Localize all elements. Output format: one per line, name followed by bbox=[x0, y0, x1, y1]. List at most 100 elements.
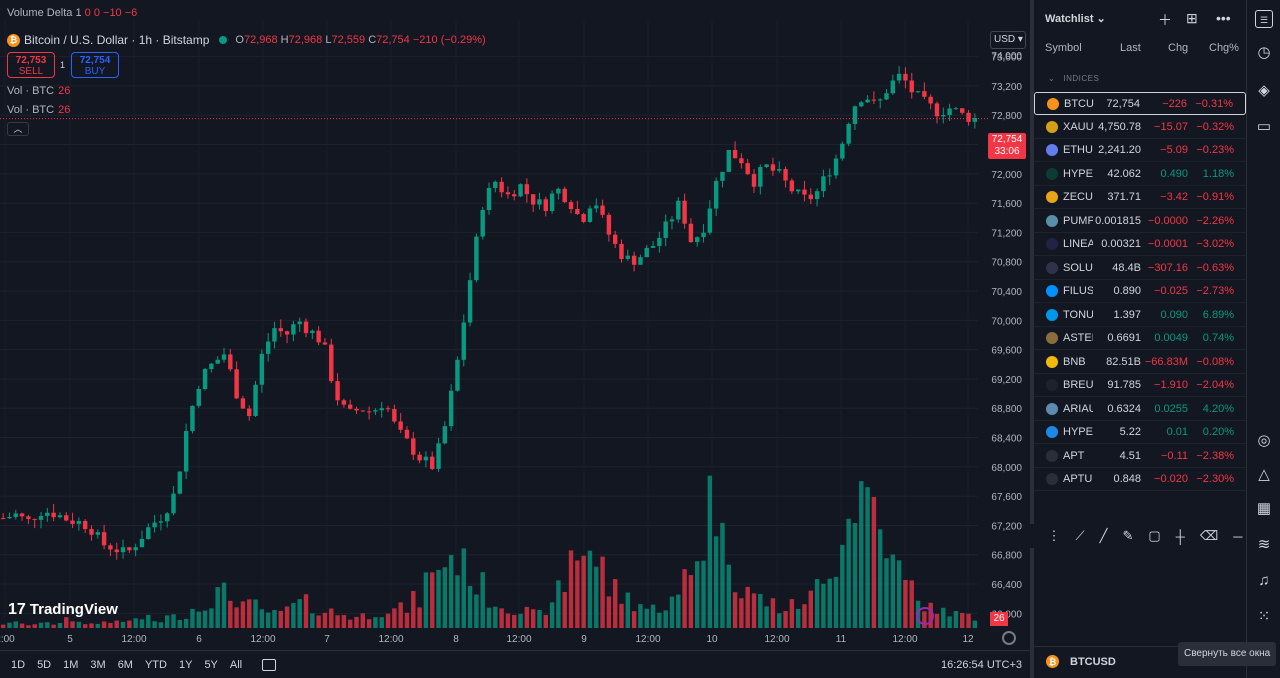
watchlist-row[interactable]: LINEAUSD 0.00321 −0.0001 −3.02% bbox=[1034, 233, 1246, 256]
candle-body bbox=[265, 341, 271, 354]
watchlist-row[interactable]: SOLUSD 48.4B −307.16 −0.63% bbox=[1034, 257, 1246, 280]
brush-icon[interactable]: ✎ bbox=[1122, 528, 1134, 543]
column-chg-pct[interactable]: Chg% bbox=[1209, 42, 1239, 54]
candle-body bbox=[278, 328, 283, 332]
watchlist-row[interactable]: XAUUSD 4,750.78 −15.07 −0.32% bbox=[1034, 116, 1246, 139]
watchlist-row[interactable]: BREUSD 91.785 −1.910 −2.04% bbox=[1034, 374, 1246, 397]
range-1m-button[interactable]: 1M bbox=[63, 658, 79, 671]
volume-legend-1[interactable]: Vol · BTC 26 bbox=[7, 85, 70, 97]
rectangle-icon[interactable]: ▢ bbox=[1148, 528, 1161, 543]
eraser-icon[interactable]: ⌫ bbox=[1199, 528, 1219, 543]
range-1d-button[interactable]: 1D bbox=[11, 658, 26, 671]
crosshair-icon[interactable]: ┼ bbox=[1175, 528, 1185, 544]
range-3m-button[interactable]: 3M bbox=[90, 658, 106, 671]
watchlist-row[interactable]: BTCUSD 72,754 −226 −0.31% bbox=[1034, 92, 1246, 115]
symbol-logo-icon bbox=[1046, 449, 1058, 462]
row-last: 1.397 bbox=[1113, 308, 1141, 321]
volume-bar bbox=[890, 554, 896, 628]
candle-body bbox=[638, 257, 643, 265]
range-5y-button[interactable]: 5Y bbox=[204, 658, 218, 671]
replay-icon[interactable] bbox=[916, 607, 934, 625]
price-axis-label: 71,600 bbox=[991, 199, 1022, 210]
bell-icon[interactable]: ♫ bbox=[1258, 572, 1270, 589]
alerts-clock-icon[interactable]: ◷ bbox=[1257, 44, 1271, 61]
sell-button[interactable]: 72,753 SELL bbox=[7, 52, 55, 78]
range-5d-button[interactable]: 5D bbox=[37, 658, 52, 671]
tradingview-logo[interactable]: 17 TradingView bbox=[8, 601, 118, 619]
candle-body bbox=[846, 123, 851, 144]
symbol-name[interactable]: Bitcoin / U.S. Dollar · 1h · Bitstamp bbox=[24, 33, 210, 47]
watchlist-icon[interactable]: ☰ bbox=[1255, 10, 1273, 28]
ray-icon[interactable]: ╱ bbox=[1099, 528, 1108, 543]
watchlist-row[interactable]: ARIAUSD 0.6324 0.0255 4.20% bbox=[1034, 398, 1246, 421]
apps-grid-icon[interactable]: ⁙ bbox=[1257, 608, 1271, 625]
watchlist-row[interactable]: APTUSD 0.848 −0.020 −2.30% bbox=[1034, 468, 1246, 491]
row-change: 0.0049 bbox=[1154, 332, 1188, 344]
watchlist-row[interactable]: ASTERUSD 0.6691 0.0049 0.74% bbox=[1034, 327, 1246, 350]
watchlist-row[interactable]: ETHUSD 2,241.20 −5.09 −0.23% bbox=[1034, 139, 1246, 162]
volume-bar bbox=[272, 610, 277, 628]
layers-icon[interactable]: ◈ bbox=[1258, 82, 1270, 99]
volume-legend-2[interactable]: Vol · BTC 26 bbox=[7, 104, 70, 116]
watchlist-title[interactable]: Watchlist ⌄ bbox=[1045, 13, 1106, 25]
watchlist-row[interactable]: FILUSD 0.890 −0.025 −2.73% bbox=[1034, 280, 1246, 303]
horizontal-line-icon[interactable]: ─ bbox=[1233, 528, 1243, 544]
indicator-title[interactable]: Volume Delta 1 0 0 −10 −6 bbox=[7, 7, 137, 19]
more-icon[interactable]: ••• bbox=[1216, 10, 1231, 26]
broadcast-icon[interactable]: ≋ bbox=[1257, 536, 1271, 553]
volume-bar bbox=[568, 550, 574, 628]
watchlist-row[interactable]: HYPEUSD 42.062 0.490 1.18% bbox=[1034, 163, 1246, 186]
chart-pane[interactable]: 73,60073,20072,80072,40072,00071,60071,2… bbox=[0, 0, 1030, 678]
clock[interactable]: 16:26:54 UTC+3 bbox=[940, 659, 1022, 671]
trend-line-icon[interactable]: ⟋ bbox=[1075, 528, 1085, 543]
volume-bar bbox=[284, 606, 290, 628]
volume-bar bbox=[852, 523, 858, 628]
volume-bar bbox=[770, 598, 776, 628]
watchlist-row[interactable]: BNB 82.51B −66.83M −0.08% bbox=[1034, 351, 1246, 374]
watchlist-row[interactable]: TONUSD 1.397 0.090 6.89% bbox=[1034, 304, 1246, 327]
range-6m-button[interactable]: 6M bbox=[117, 658, 133, 671]
screener-icon[interactable]: ◎ bbox=[1257, 432, 1271, 449]
watchlist-row[interactable]: PUMPUSD0.001815 −0.0000 −2.26% bbox=[1034, 210, 1246, 233]
column-symbol[interactable]: Symbol bbox=[1045, 42, 1082, 54]
watchlist-footer[interactable]: ₿ BTCUSD bbox=[1034, 646, 1246, 678]
panel-divider[interactable] bbox=[1030, 0, 1034, 678]
watchlist-group[interactable]: ⌄ INDICES bbox=[1048, 74, 1100, 83]
gear-icon[interactable] bbox=[1002, 631, 1016, 645]
chat-icon[interactable]: ▭ bbox=[1256, 118, 1272, 135]
collapse-legend-button[interactable]: ︿ bbox=[7, 122, 29, 136]
watchlist-row[interactable]: ZECUSD 371.71 −3.42 −0.91% bbox=[1034, 186, 1246, 209]
volume-bar bbox=[530, 609, 536, 628]
price-axis-label: 73,200 bbox=[991, 82, 1022, 93]
column-chg[interactable]: Chg bbox=[1168, 42, 1189, 54]
row-last: 0.00321 bbox=[1101, 238, 1141, 250]
row-last: 42.062 bbox=[1107, 167, 1141, 180]
volume-bar bbox=[827, 578, 832, 628]
watchlist-row[interactable]: HYPE 5.22 0.01 0.20% bbox=[1034, 421, 1246, 444]
candle-body bbox=[960, 108, 965, 113]
add-symbol-icon[interactable]: ＋ bbox=[1158, 12, 1172, 28]
range-ytd-button[interactable]: YTD bbox=[144, 658, 167, 671]
drag-handle-icon[interactable]: ⋮ bbox=[1047, 528, 1061, 543]
ideas-icon[interactable]: △ bbox=[1258, 466, 1270, 483]
candlestick-chart[interactable]: 73,60073,20072,80072,40072,00071,60071,2… bbox=[0, 0, 1030, 650]
time-axis-label: 8 bbox=[453, 634, 459, 645]
candle-body bbox=[89, 529, 94, 535]
time-axis-label: 12:00 bbox=[121, 634, 146, 645]
date-range-icon[interactable] bbox=[262, 658, 277, 671]
row-symbol: LINEAUSD bbox=[1063, 238, 1093, 250]
volume-bar bbox=[493, 606, 498, 628]
range-all-button[interactable]: All bbox=[229, 658, 243, 671]
currency-select[interactable]: USD ▾ bbox=[990, 31, 1026, 49]
volume-bar bbox=[76, 621, 82, 628]
volume-bar bbox=[70, 621, 75, 628]
calendar-icon[interactable]: ▦ bbox=[1256, 500, 1272, 517]
buy-button[interactable]: 72,754 BUY bbox=[71, 52, 119, 78]
column-last[interactable]: Last bbox=[1120, 42, 1141, 54]
symbol-legend[interactable]: ₿ Bitcoin / U.S. Dollar · 1h · Bitstamp … bbox=[7, 33, 486, 47]
candle-body bbox=[240, 398, 246, 409]
row-last: 4,750.78 bbox=[1098, 120, 1141, 133]
advanced-view-icon[interactable]: ⊞ bbox=[1186, 10, 1198, 26]
watchlist-row[interactable]: APT 4.51 −0.11 −2.38% bbox=[1034, 445, 1246, 468]
range-1y-button[interactable]: 1Y bbox=[178, 658, 193, 671]
